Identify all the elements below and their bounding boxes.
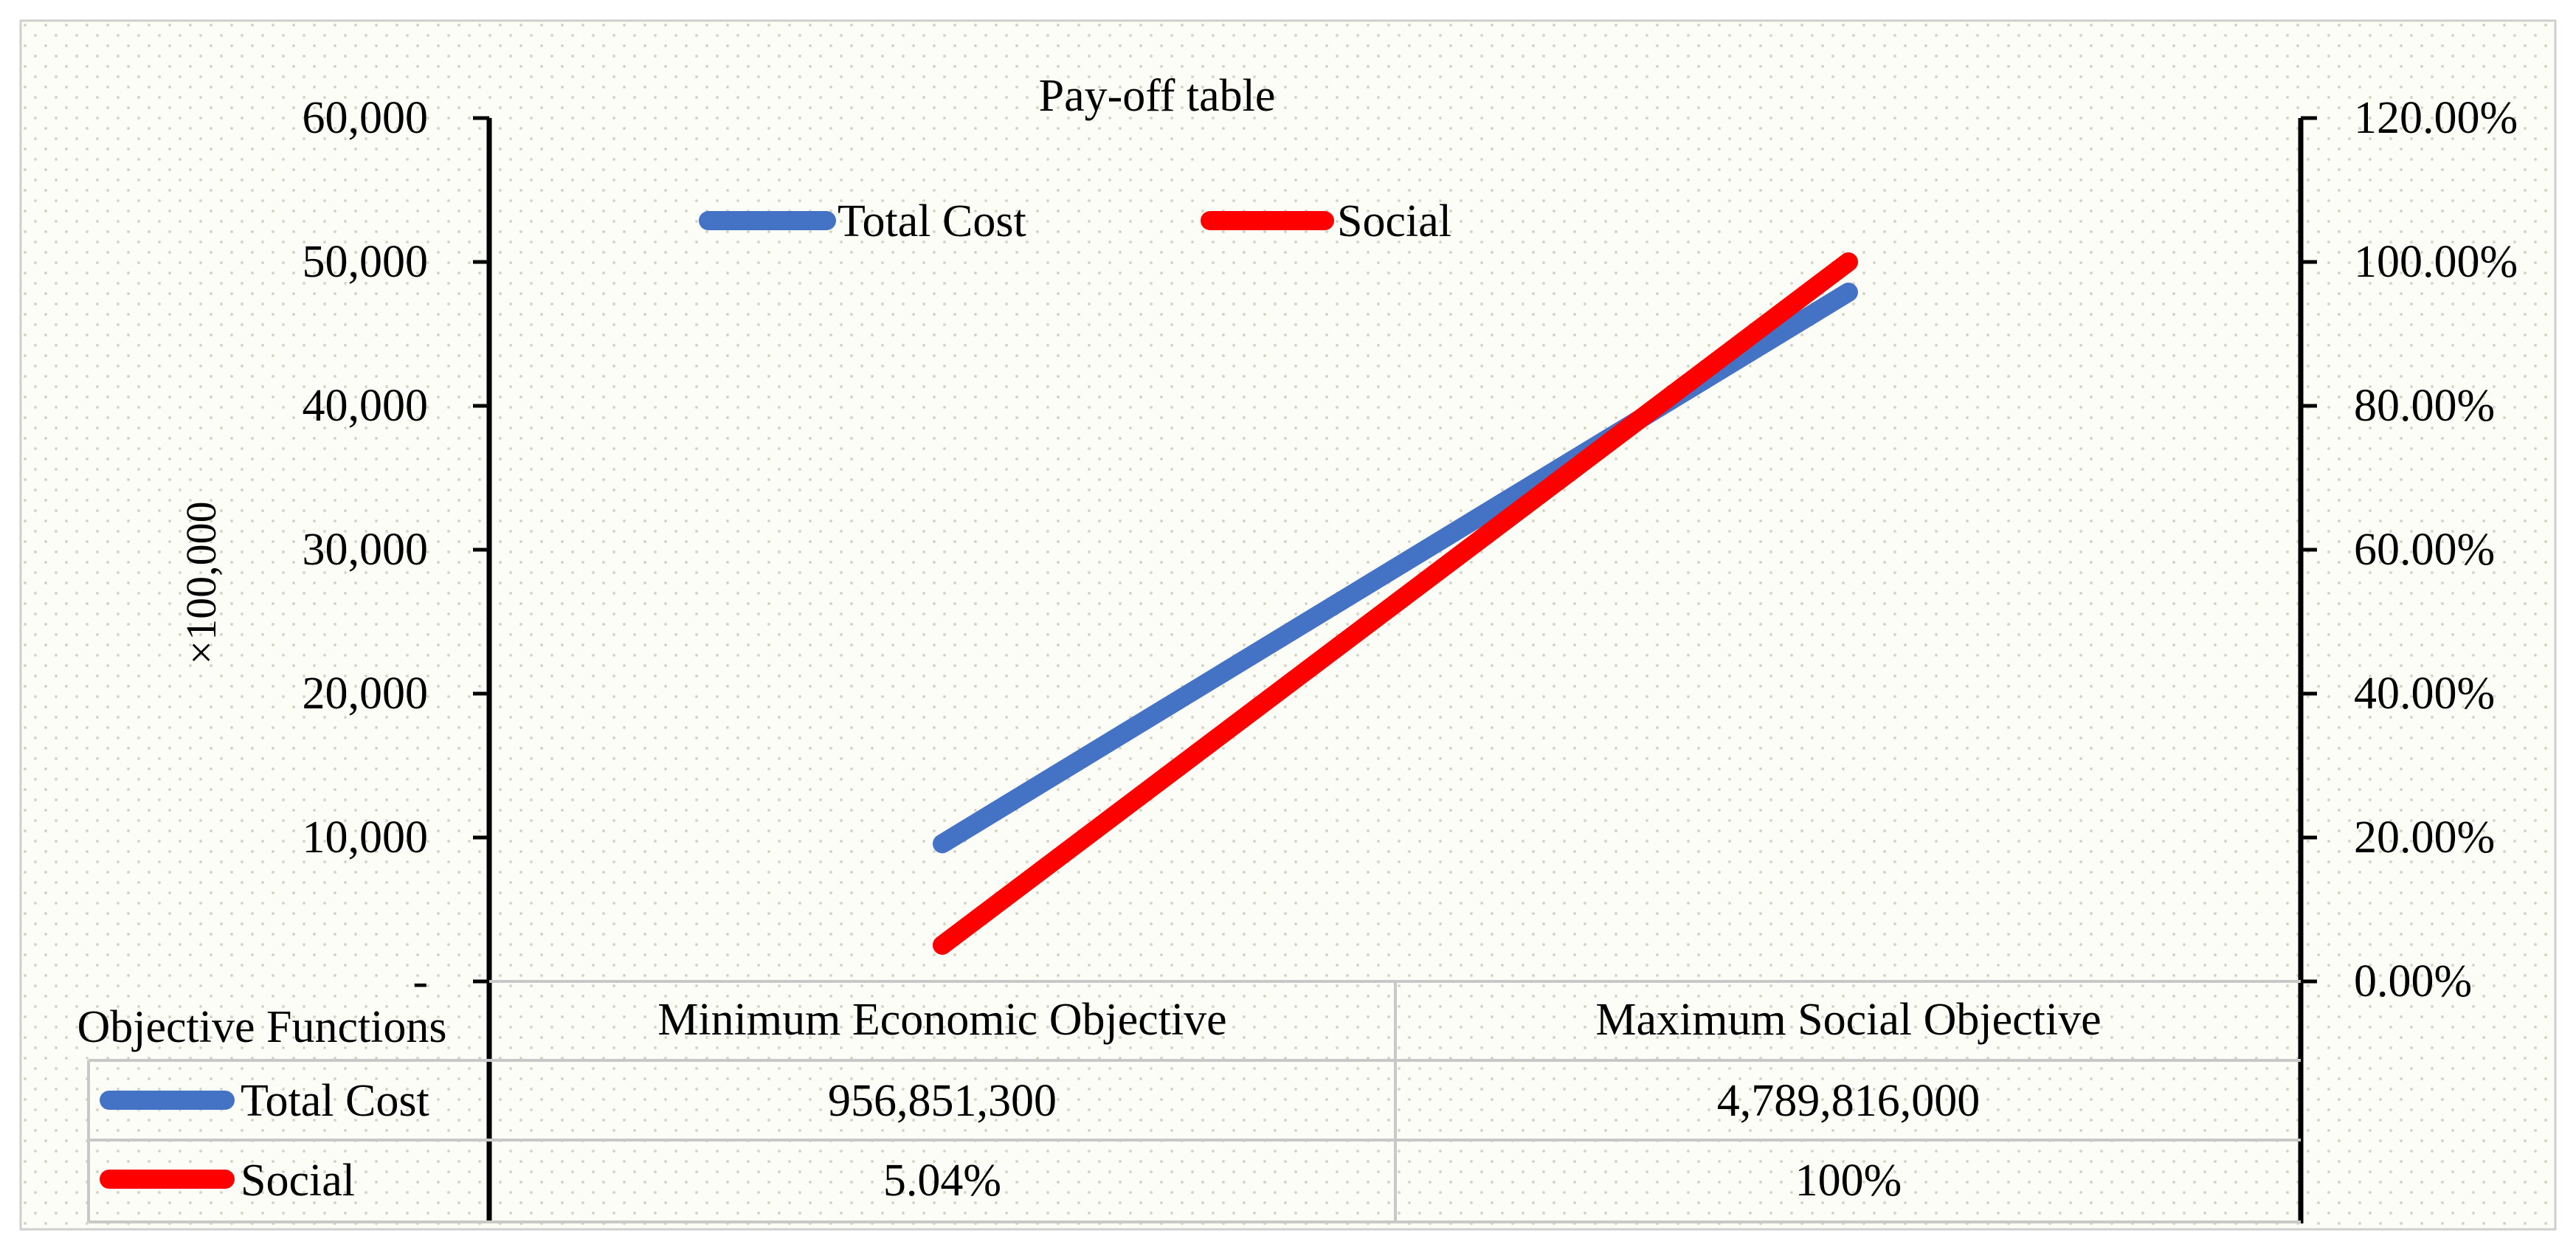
left-tick-label: 60,000 [303, 93, 429, 143]
right-tick-label: 120.00% [2354, 93, 2518, 143]
table-column-header: Minimum Economic Objective [657, 995, 1226, 1045]
table-row-label: Social [241, 1156, 355, 1206]
left-tick-label: 20,000 [303, 669, 429, 719]
left-tick-label: 40,000 [303, 381, 429, 431]
chart-title: Pay-off table [1039, 71, 1276, 121]
right-tick-label: 60.00% [2354, 525, 2495, 575]
table-cell: 956,851,300 [828, 1076, 1057, 1126]
left-tick-label: - [412, 956, 428, 1006]
left-tick-label: 50,000 [303, 237, 429, 287]
right-axis-ticks: 0.00% 20.00% 40.00% 60.00% 80.00% 100.00% 120.… [2301, 93, 2518, 1006]
right-tick-label: 40.00% [2354, 669, 2495, 719]
table-cell: 4,789,816,000 [1717, 1076, 1981, 1126]
series-line-social [933, 252, 1858, 955]
table-cell: 100% [1795, 1156, 1902, 1206]
legend-label-social: Social [1337, 196, 1451, 246]
left-axis-title: ×100,000 [177, 501, 225, 664]
table-column-header: Maximum Social Objective [1595, 995, 2101, 1045]
right-tick-label: 80.00% [2354, 381, 2495, 431]
left-axis-ticks: - 10,000 20,000 30,000 40,000 50,000 60,000 [303, 93, 489, 1006]
legend-label-total-cost: Total Cost [838, 196, 1026, 246]
series-layer [933, 252, 1858, 955]
table-header-label: Objective Functions [77, 1002, 446, 1052]
data-table: Objective Functions Minimum Economic Obj… [77, 980, 2301, 1223]
table-row-label: Total Cost [241, 1076, 429, 1126]
right-tick-label: 100.00% [2354, 237, 2518, 287]
table-cell: 5.04% [883, 1156, 1001, 1206]
right-tick-label: 20.00% [2354, 812, 2495, 863]
right-tick-label: 0.00% [2354, 956, 2472, 1006]
left-tick-label: 30,000 [303, 525, 429, 575]
left-tick-label: 10,000 [303, 812, 429, 863]
legend: Total Cost Social [699, 196, 1451, 246]
